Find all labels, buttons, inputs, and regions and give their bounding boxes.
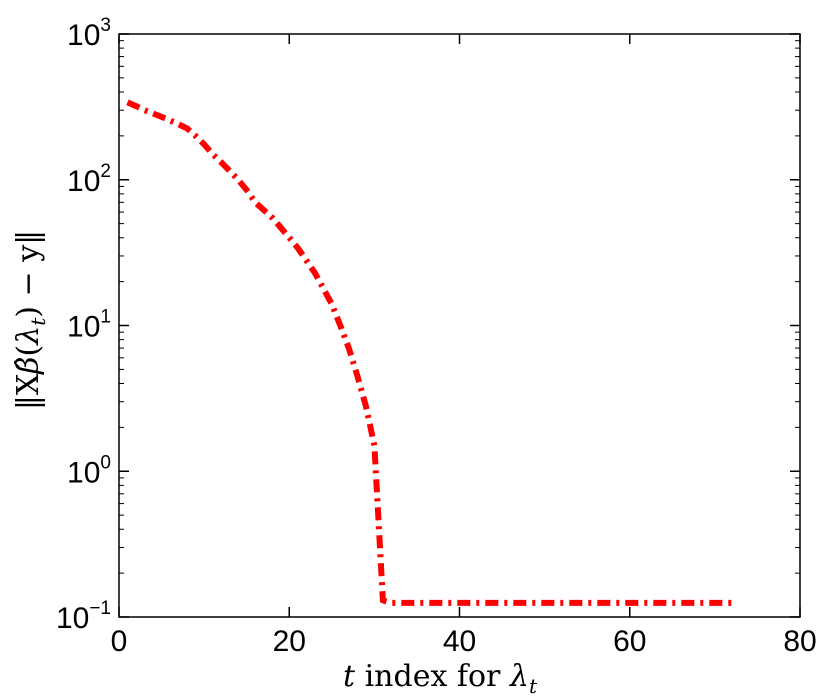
y-tick-base: 10 [67,456,100,489]
x-label-text: index for [355,659,510,694]
y-tick-exp: 0 [100,452,111,473]
y-label-beta: β̂ [11,356,46,374]
y-tick-label: 102 [67,161,111,198]
y-tick-label: 10−1 [56,598,111,635]
y-label-sub: t [26,317,50,326]
y-axis-label: ‖Xβ̂(λt) − y‖ [11,230,50,410]
y-tick-label: 100 [67,452,111,489]
x-tick-label: 40 [443,625,476,658]
x-label-sub: t [529,674,538,696]
x-tick-label: 80 [783,625,816,658]
plot-area [118,33,801,618]
y-tick-exp: 3 [100,15,111,36]
y-tick-exp: 2 [100,161,111,182]
series-line [126,99,732,606]
y-tick-base: 10 [67,19,100,52]
y-tick-exp: −1 [89,598,111,619]
y-tick-base: 10 [67,311,100,344]
y-tick-base: 10 [56,602,89,635]
y-label-lparen: ( [11,345,46,357]
axis-ticks [118,33,801,618]
x-label-lambda: λ [509,659,529,694]
x-label-var: t [343,659,356,694]
x-tick-labels: 0 20 40 60 80 [111,625,817,658]
y-label-open: ‖X [11,373,46,410]
x-tick-label: 20 [273,625,306,658]
x-axis-label: t index for λt [343,659,538,696]
y-label-rest: ) − y‖ [11,230,46,318]
y-tick-exp: 1 [100,307,111,328]
x-tick-label: 0 [111,625,128,658]
y-tick-base: 10 [67,165,100,198]
y-tick-label: 101 [67,307,111,344]
x-tick-label: 60 [613,625,646,658]
y-tick-label: 103 [67,15,111,52]
y-label-lambda: λ [11,326,46,346]
